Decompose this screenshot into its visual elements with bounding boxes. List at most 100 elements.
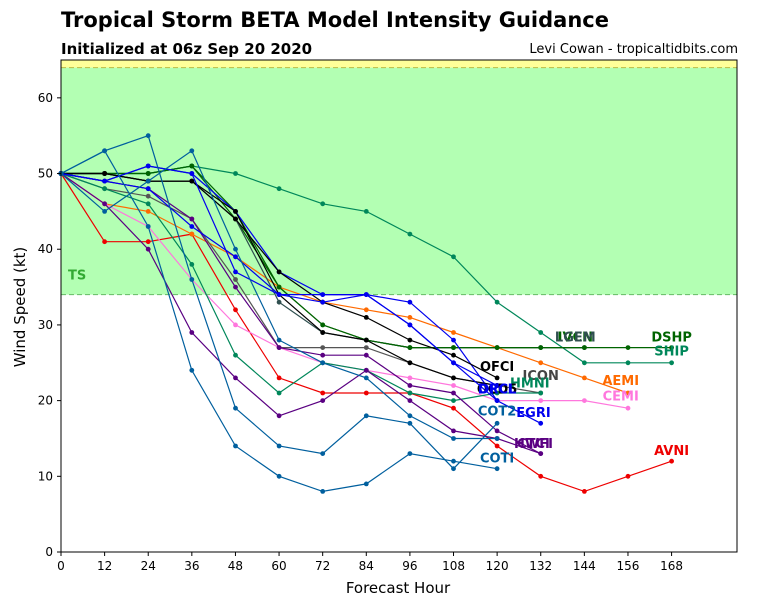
series-point-13-1 [102, 171, 107, 176]
series-point-17-3 [189, 367, 195, 373]
series-point-11-4 [233, 284, 238, 290]
series-point-0-14 [669, 345, 674, 350]
series-point-4-4 [233, 322, 238, 328]
x-tick-label-14: 168 [660, 559, 683, 573]
model-label-8: DRCL [478, 383, 517, 398]
series-point-8-8 [407, 390, 413, 396]
x-tick-label-1: 12 [97, 559, 112, 573]
model-label-0: DSHP [651, 330, 692, 345]
series-point-3-7 [363, 307, 369, 313]
series-point-10-1 [102, 201, 107, 207]
series-point-4-13 [625, 405, 631, 411]
series-point-9-11 [538, 420, 544, 426]
series-point-10-4 [233, 375, 238, 381]
series-point-7-7 [363, 345, 369, 350]
intensity-bands: TS [61, 60, 737, 296]
series-point-18-10 [494, 436, 500, 441]
series-point-6-2 [145, 171, 151, 176]
series-point-10-8 [407, 398, 413, 403]
series-point-8-5 [276, 390, 282, 396]
series-point-2-14 [669, 458, 674, 464]
series-point-13-9 [451, 375, 456, 381]
x-tick-label-6: 72 [315, 559, 330, 573]
series-point-1-5 [276, 186, 282, 192]
model-label-2: IVCN [558, 330, 593, 345]
series-point-13-4 [233, 209, 238, 214]
series-point-7-4 [233, 277, 238, 282]
model-label-15: CTCI [517, 437, 550, 452]
series-point-6-8 [407, 345, 413, 350]
x-axis-label: Forecast Hour [346, 579, 451, 597]
series-point-8-11 [538, 390, 544, 396]
series-point-10-2 [145, 246, 151, 252]
model-label-13: EGRI [516, 406, 550, 421]
series-point-8-3 [189, 262, 195, 267]
series-point-4-8 [407, 375, 413, 381]
chart-title: Tropical Storm BETA Model Intensity Guid… [61, 8, 609, 32]
series-point-10-3 [189, 330, 195, 335]
y-tick-label-0: 0 [45, 545, 53, 559]
series-point-15-10 [494, 398, 500, 403]
series-point-1-8 [407, 231, 413, 237]
series-point-1-14 [669, 360, 674, 366]
series-point-16-8 [407, 420, 413, 426]
series-point-2-5 [276, 375, 282, 381]
x-tick-label-0: 0 [57, 559, 65, 573]
series-point-6-6 [320, 322, 326, 328]
model-label-17: COTI [480, 451, 514, 466]
series-point-17-5 [276, 473, 282, 479]
series-point-6-9 [451, 345, 456, 350]
series-point-18-2 [145, 178, 151, 184]
series-point-10-9 [451, 428, 456, 434]
model-label-1: SHIP [654, 345, 689, 360]
series-point-6-10 [494, 345, 500, 350]
series-point-8-2 [145, 201, 151, 207]
plot-frame [60, 59, 738, 553]
series-point-2-6 [320, 390, 326, 396]
series-point-15-5 [276, 292, 282, 297]
model-label-3: LGEM [555, 330, 596, 345]
series-point-15-9 [451, 360, 456, 366]
series-point-8-1 [102, 186, 107, 192]
series-point-18-4 [233, 246, 238, 252]
series-point-7-2 [145, 193, 151, 199]
series-point-0-13 [625, 345, 631, 350]
series-point-11-9 [451, 390, 456, 396]
series-point-18-7 [363, 375, 369, 381]
series-point-15-3 [189, 224, 195, 229]
series-point-2-13 [625, 473, 631, 479]
series-point-9-8 [407, 299, 413, 305]
model-series [58, 133, 674, 494]
axes: 0 12 24 36 48 60 72 84 96 108 120 132 144 156 168 0 10 20… [38, 59, 738, 573]
model-label-10: AEMI [602, 374, 639, 389]
series-point-14-2 [145, 163, 151, 169]
series-point-7-6 [320, 345, 326, 350]
model-label-5: ICON [523, 369, 559, 384]
y-tick-label-2: 20 [38, 394, 53, 408]
series-point-18-3 [189, 148, 195, 154]
band-1 [61, 60, 737, 68]
series-point-16-5 [276, 443, 282, 449]
x-tick-label-7: 84 [359, 559, 374, 573]
series-point-13-3 [189, 178, 195, 184]
series-point-4-12 [582, 398, 587, 403]
series-point-15-7 [363, 292, 369, 297]
model-label-12: COT2 [478, 405, 517, 420]
x-tick-label-11: 132 [529, 559, 552, 573]
model-label-7: OCD5 [477, 383, 517, 398]
series-point-16-10 [494, 420, 500, 426]
series-point-3-12 [582, 375, 587, 381]
series-point-1-4 [233, 171, 238, 176]
series-point-17-8 [407, 451, 413, 456]
series-point-12-9 [451, 352, 456, 358]
x-tick-label-13: 156 [617, 559, 640, 573]
series-point-11-10 [494, 428, 500, 434]
series-point-16-2 [145, 133, 151, 139]
model-label-6: HMNI [510, 377, 550, 392]
series-point-12-5 [276, 269, 282, 275]
series-point-2-4 [233, 307, 238, 313]
series-point-15-6 [320, 299, 326, 305]
series-line-3 [60, 173, 629, 394]
series-point-5-5 [276, 299, 282, 305]
